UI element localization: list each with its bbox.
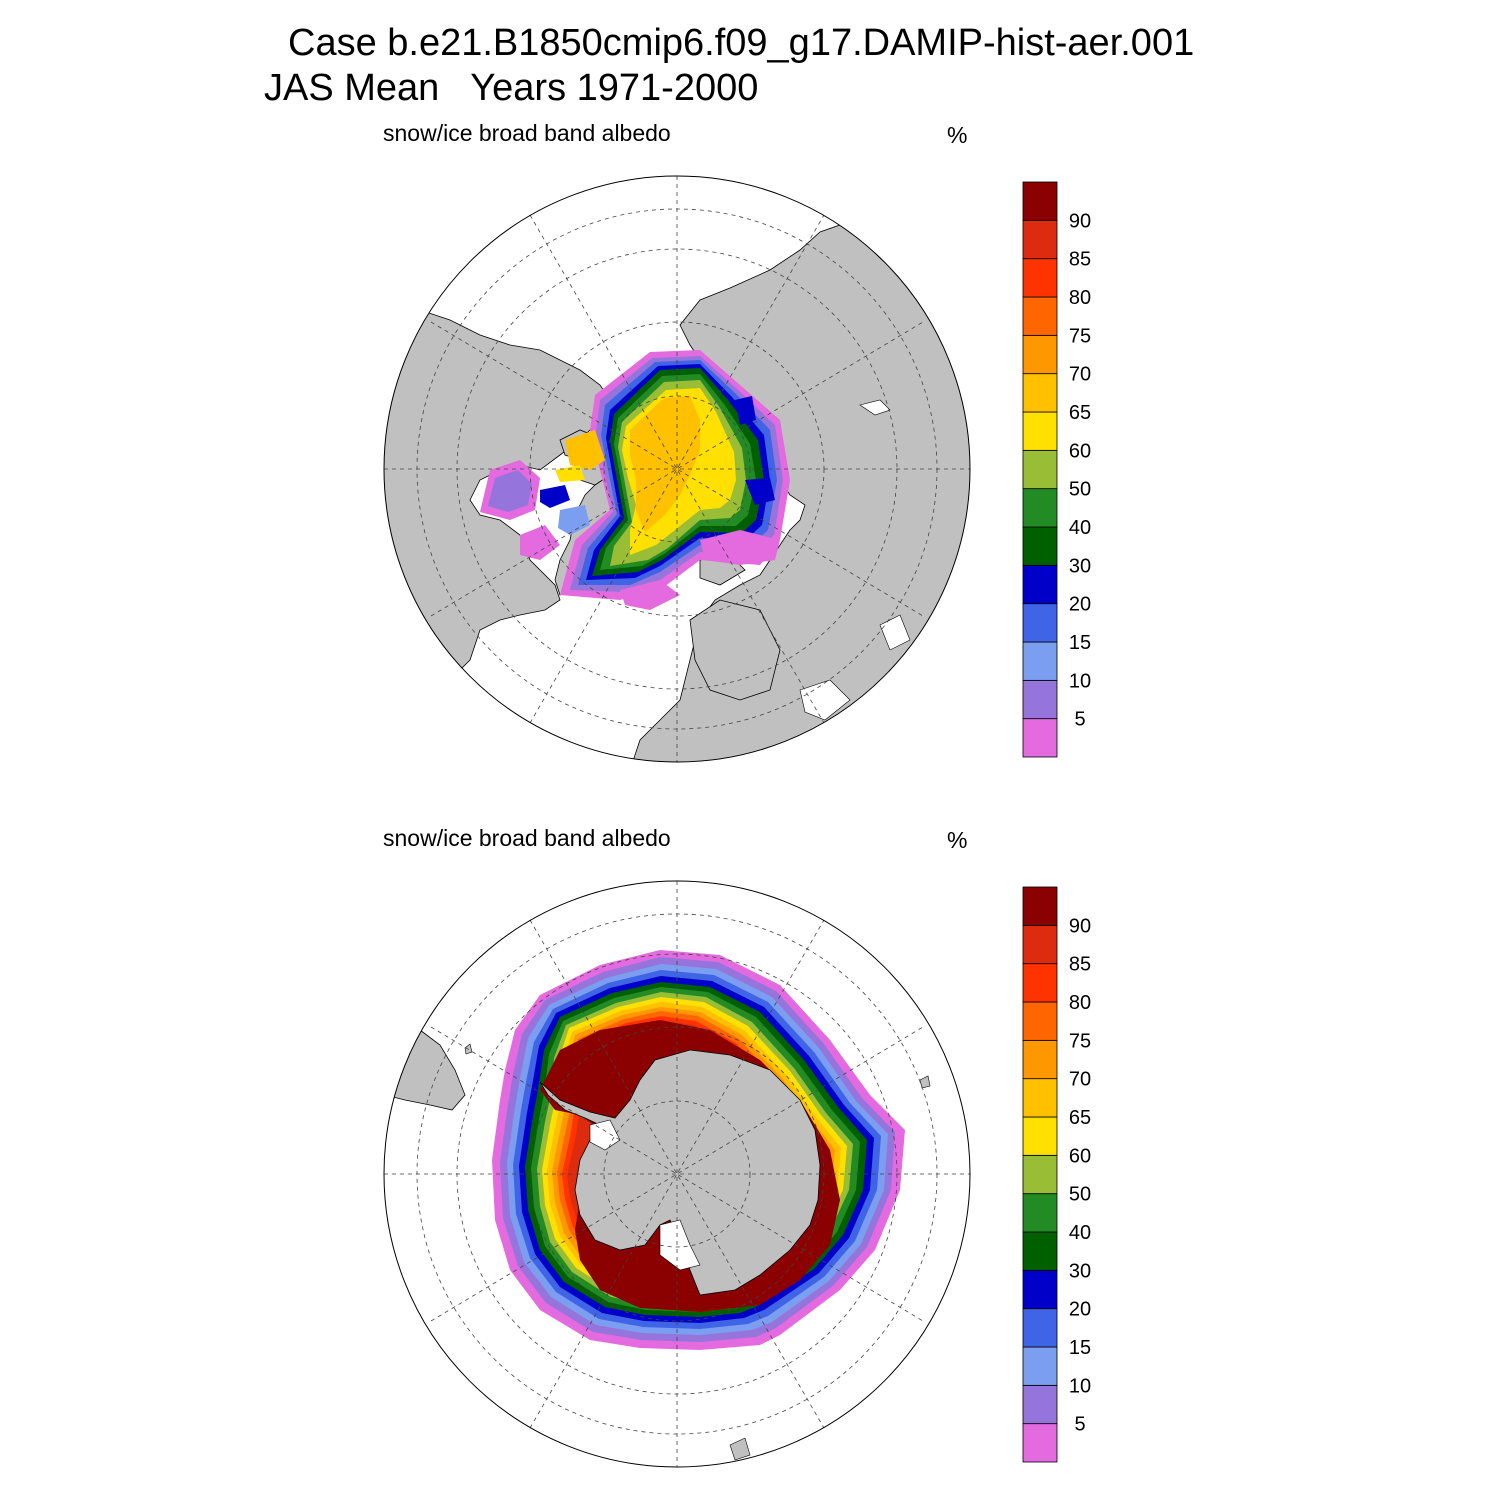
colorbar-swatch	[1022, 1231, 1058, 1271]
colorbar-tick-label: 65	[1069, 1107, 1091, 1129]
colorbar-swatch	[1022, 963, 1058, 1003]
colorbar-swatch	[1022, 296, 1058, 336]
colorbar-swatch	[1022, 373, 1058, 413]
colorbar-tick-label: 50	[1069, 1184, 1091, 1206]
colorbar-swatch	[1022, 641, 1058, 681]
colorbar-swatch	[1022, 564, 1058, 605]
south-colorbar: 5 10 15 20 30 40 50 60 65 70 75 80 85 90	[1022, 886, 1091, 1463]
ross-ice-shelf	[659, 1219, 701, 1271]
colorbar-swatch	[1022, 603, 1058, 643]
colorbar-swatch	[1022, 181, 1058, 221]
north-hudson-ice	[480, 460, 590, 560]
colorbar-swatch	[1022, 1346, 1058, 1386]
north-variable-label: snow/ice broad band albedo	[383, 120, 671, 146]
colorbar-tick-label: 20	[1069, 594, 1091, 616]
colorbar-swatch	[1022, 1001, 1058, 1041]
colorbar-tick-label: 70	[1069, 364, 1091, 386]
colorbar-tick-label: 5	[1074, 1414, 1085, 1436]
colorbar-swatch	[1022, 334, 1058, 375]
colorbar-swatch	[1022, 1116, 1058, 1156]
colorbar-tick-label: 70	[1069, 1069, 1091, 1091]
colorbar-swatch	[1022, 886, 1058, 926]
north-polar-map	[383, 175, 971, 763]
north-units-label: %	[947, 122, 968, 148]
colorbar-swatch	[1022, 258, 1058, 298]
colorbar-swatch	[1022, 526, 1058, 566]
north-level-70	[630, 396, 700, 532]
colorbar-tick-label: 90	[1069, 915, 1091, 937]
colorbar-tick-label: 75	[1069, 1030, 1091, 1052]
north-map-border	[383, 175, 971, 763]
north-colorbar: 5 10 15 20 30 40 50 60 65 70 75 80 85 90	[1022, 181, 1091, 758]
colorbar-tick-label: 75	[1069, 325, 1091, 347]
south-map-border	[383, 880, 971, 1468]
south-units-label: %	[947, 827, 968, 853]
colorbar-swatch	[1022, 1078, 1058, 1118]
colorbar-tick-label: 40	[1069, 1222, 1091, 1244]
colorbar-tick-label: 15	[1069, 1337, 1091, 1359]
colorbar-swatch	[1022, 1039, 1058, 1080]
colorbar-tick-label: 30	[1069, 555, 1091, 577]
colorbar-swatch	[1022, 1308, 1058, 1348]
weddell-ice-shelf	[589, 1119, 621, 1151]
colorbar-tick-label: 60	[1069, 1145, 1091, 1167]
colorbar-swatch	[1022, 1423, 1058, 1463]
colorbar-swatch	[1022, 924, 1058, 965]
colorbar-tick-label: 50	[1069, 479, 1091, 501]
colorbar-swatch	[1022, 718, 1058, 758]
colorbar-tick-label: 60	[1069, 440, 1091, 462]
colorbar-tick-label: 10	[1069, 670, 1091, 692]
colorbar-swatch	[1022, 1269, 1058, 1310]
colorbar-tick-label: 80	[1069, 992, 1091, 1014]
colorbar-tick-label: 15	[1069, 632, 1091, 654]
colorbar-tick-label: 5	[1074, 709, 1085, 731]
colorbar-swatch	[1022, 219, 1058, 260]
case-title: Case b.e21.B1850cmip6.f09_g17.DAMIP-hist…	[288, 22, 1195, 64]
north-inland-water	[799, 399, 911, 721]
colorbar-swatch	[1022, 488, 1058, 528]
colorbar-tick-label: 40	[1069, 517, 1091, 539]
period-title: JAS Mean Years 1971-2000	[264, 67, 759, 109]
colorbar-tick-label: 20	[1069, 1299, 1091, 1321]
colorbar-swatch	[1022, 1384, 1058, 1425]
south-polar-map	[383, 880, 971, 1468]
colorbar-tick-label: 10	[1069, 1375, 1091, 1397]
south-graticule	[384, 881, 970, 1467]
colorbar-swatch	[1022, 679, 1058, 720]
colorbar-swatch	[1022, 411, 1058, 451]
colorbar-tick-label: 30	[1069, 1260, 1091, 1282]
colorbar-tick-label: 65	[1069, 402, 1091, 424]
north-graticule	[384, 176, 970, 762]
north-barents-ice	[620, 396, 780, 610]
colorbar-tick-label: 85	[1069, 249, 1091, 271]
colorbar-tick-label: 85	[1069, 954, 1091, 976]
colorbar-swatch	[1022, 449, 1058, 490]
colorbar-tick-label: 90	[1069, 210, 1091, 232]
colorbar-tick-label: 80	[1069, 287, 1091, 309]
colorbar-swatch	[1022, 1154, 1058, 1195]
colorbar-swatch	[1022, 1193, 1058, 1233]
south-variable-label: snow/ice broad band albedo	[383, 825, 671, 851]
